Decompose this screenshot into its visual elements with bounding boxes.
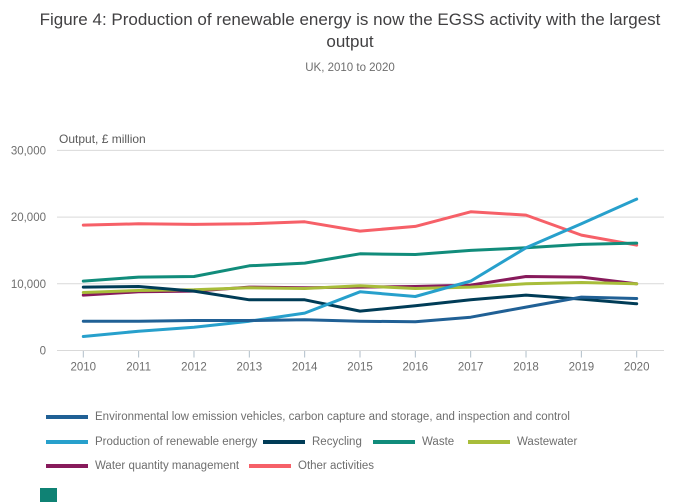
x-tick-label: 2018 [513,362,539,374]
x-tick-label: 2020 [624,362,650,374]
legend-label: Waste [422,436,455,448]
legend-label: Other activities [298,460,375,472]
legend-label: Water quantity management [95,460,240,472]
line-chart: 0 10,000 20,000 30,000 Output, £ million 2010… [0,130,700,390]
y-axis-label: Output, £ million [59,132,146,146]
legend-swatch [46,440,88,444]
x-tick-label: 2013 [237,362,263,374]
legend-label: Recycling [312,436,362,448]
legend-swatch [373,440,415,444]
x-tick-label: 2019 [569,362,595,374]
legend-item: Recycling [263,434,362,450]
legend-item: Production of renewable energy [46,434,257,450]
line-chart-canvas: 0 10,000 20,000 30,000 Output, £ million 2010… [11,132,664,374]
legend-swatch [468,440,510,444]
series-line [81,197,639,338]
x-tick-label: 2012 [181,362,207,374]
legend-swatch [263,440,305,444]
y-tick-label: 0 [40,346,46,358]
legend-label: Environmental low emission vehicles, car… [95,411,570,423]
legend-label: Production of renewable energy [95,436,258,448]
legend-item: Wastewater [468,434,577,450]
x-tick-label: 2016 [403,362,429,374]
legend-item: Waste [373,434,454,450]
legend-item: Environmental low emission vehicles, car… [46,409,570,425]
legend-swatch [46,415,88,419]
figure-title: Figure 4: Production of renewable energy… [39,10,661,51]
legend-swatch [46,464,88,468]
series-line [81,295,639,324]
series-line [81,241,639,283]
x-tick-label: 2017 [458,362,484,374]
x-tick-label: 2010 [71,362,97,374]
x-tick-label: 2014 [292,362,318,374]
y-tick-label: 30,000 [11,145,46,157]
figure-subtitle: UK, 2010 to 2020 [305,62,395,74]
legend-label: Wastewater [517,436,578,448]
legend-item: Water quantity management [46,458,239,474]
y-tick-label: 20,000 [11,212,46,224]
x-tick-label: 2011 [126,362,151,374]
brand-mark [40,488,57,502]
legend-swatch [249,464,291,468]
series-line [81,285,639,313]
series-line [81,210,639,247]
y-tick-label: 10,000 [11,279,46,291]
legend-item: Other activities [249,458,374,474]
x-tick-label: 2015 [347,362,373,374]
